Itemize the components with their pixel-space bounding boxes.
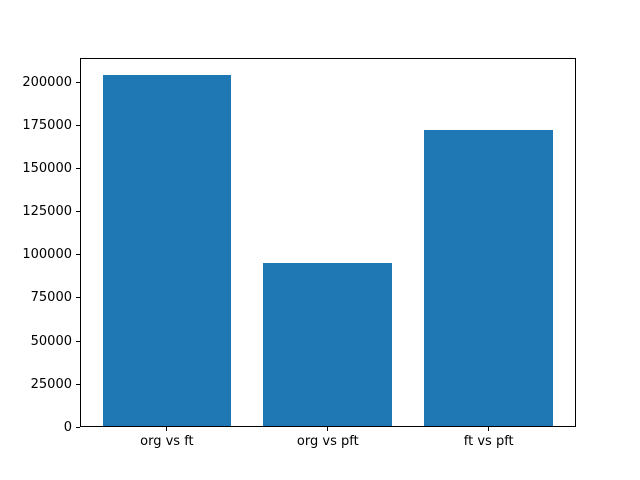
x-tick-label: org vs ft: [140, 434, 194, 450]
y-tick-label: 100000: [22, 247, 72, 263]
x-tick-mark: [488, 427, 490, 432]
y-tick-label: 0: [63, 419, 72, 435]
x-tick-label: ft vs pft: [463, 434, 514, 450]
y-tick-mark: [76, 125, 80, 127]
y-tick-label: 50000: [30, 333, 72, 349]
y-tick-mark: [76, 383, 80, 385]
x-tick-mark: [166, 427, 168, 432]
plot-area: [80, 57, 576, 428]
bar-org-vs-pft: [263, 262, 393, 427]
y-tick-mark: [76, 254, 80, 256]
y-tick-mark: [76, 340, 80, 342]
y-tick-label: 25000: [30, 376, 72, 392]
y-tick-label: 175000: [22, 118, 72, 134]
bar-org-vs-ft: [102, 75, 232, 427]
y-tick-mark: [76, 297, 80, 299]
y-tick-label: 125000: [22, 204, 72, 220]
y-tick-mark: [76, 168, 80, 170]
y-tick-mark: [76, 426, 80, 428]
y-tick-label: 150000: [22, 161, 72, 177]
y-tick-label: 200000: [22, 74, 72, 90]
y-tick-mark: [76, 81, 80, 83]
bar-ft-vs-pft: [424, 130, 554, 427]
x-tick-label: org vs pft: [296, 434, 359, 450]
y-tick-mark: [76, 211, 80, 213]
x-tick-mark: [327, 427, 329, 432]
y-tick-label: 75000: [30, 290, 72, 306]
